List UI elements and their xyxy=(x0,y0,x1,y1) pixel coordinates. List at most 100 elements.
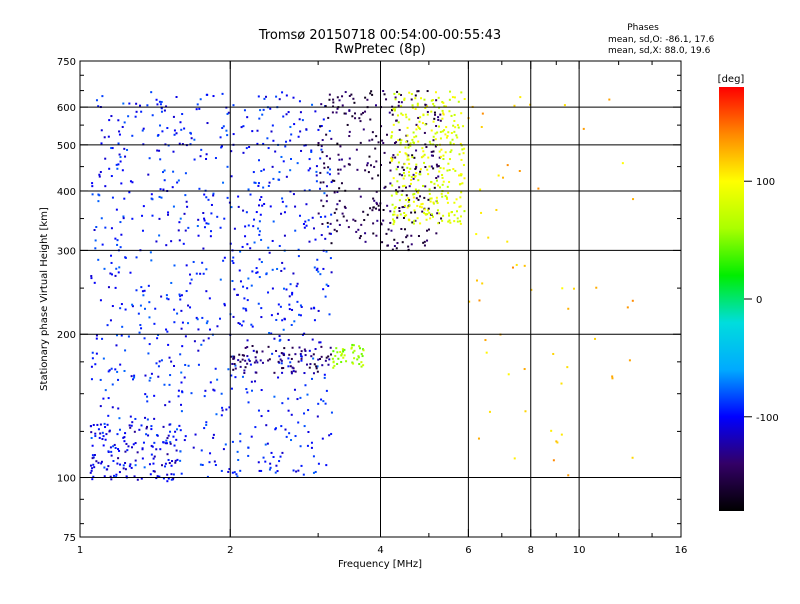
echo-point xyxy=(197,234,200,237)
echo-point xyxy=(452,168,455,171)
echo-point xyxy=(397,121,400,124)
echo-point xyxy=(168,423,171,426)
echo-point xyxy=(307,409,310,412)
echo-point xyxy=(320,199,323,202)
echo-point xyxy=(329,353,332,356)
echo-point xyxy=(298,346,301,349)
echo-point xyxy=(319,157,322,160)
echo-point xyxy=(315,174,318,177)
echo-point xyxy=(179,295,182,298)
echo-point xyxy=(432,150,435,153)
echo-point xyxy=(555,440,558,443)
echo-point xyxy=(128,424,131,427)
echo-point xyxy=(117,163,120,166)
echo-point xyxy=(139,304,142,307)
echo-point xyxy=(260,170,263,173)
echo-point xyxy=(413,209,416,212)
echo-point xyxy=(319,215,322,218)
echo-point xyxy=(155,240,158,243)
echo-point xyxy=(303,144,306,147)
echo-point xyxy=(129,463,132,466)
echo-point xyxy=(149,473,152,476)
echo-point xyxy=(369,118,372,121)
echo-point xyxy=(94,247,97,250)
echo-point xyxy=(303,425,306,428)
echo-point xyxy=(422,241,425,244)
echo-point xyxy=(312,455,315,458)
echo-point xyxy=(175,96,178,99)
echo-point xyxy=(460,91,463,94)
echo-point xyxy=(434,145,437,148)
echo-point xyxy=(202,247,205,250)
echo-point xyxy=(264,460,267,463)
echo-point xyxy=(281,261,284,264)
echo-point xyxy=(90,275,93,278)
echo-point xyxy=(158,217,161,220)
echo-point xyxy=(258,469,261,472)
echo-point xyxy=(320,234,323,237)
echo-point xyxy=(389,161,392,164)
echo-point xyxy=(134,442,137,445)
echo-point xyxy=(372,206,375,209)
echo-point xyxy=(428,140,431,143)
echo-point xyxy=(167,434,170,437)
chart-title: Tromsø 20150718 00:54:00-00:55:43 xyxy=(258,28,501,43)
echo-point xyxy=(212,433,215,436)
echo-point xyxy=(239,280,242,283)
echo-point xyxy=(95,352,98,355)
echo-point xyxy=(261,204,264,207)
echo-point xyxy=(180,371,183,374)
echo-point xyxy=(320,145,323,148)
echo-point xyxy=(99,170,102,173)
echo-point xyxy=(396,90,399,93)
echo-point xyxy=(268,358,271,361)
echo-point xyxy=(221,92,224,95)
echo-point xyxy=(352,97,355,100)
echo-point xyxy=(409,182,412,185)
echo-point xyxy=(241,245,244,248)
echo-point xyxy=(382,90,385,93)
echo-point xyxy=(152,457,155,460)
echo-point xyxy=(287,338,290,341)
echo-point xyxy=(297,360,300,363)
echo-point xyxy=(233,355,236,358)
echo-point xyxy=(107,450,110,453)
echo-point xyxy=(110,478,113,481)
echo-point xyxy=(369,207,372,210)
echo-point xyxy=(281,197,284,200)
echo-point xyxy=(291,291,294,294)
echo-point xyxy=(276,312,279,315)
echo-point xyxy=(143,289,146,292)
echo-point xyxy=(246,243,249,246)
echo-point xyxy=(297,421,300,424)
echo-point xyxy=(176,312,179,315)
echo-point xyxy=(168,383,171,386)
echo-point xyxy=(205,423,208,426)
echo-point xyxy=(307,169,310,172)
echo-point xyxy=(395,189,398,192)
echo-point xyxy=(344,112,347,115)
echo-point xyxy=(117,407,120,410)
echo-point xyxy=(173,308,176,311)
echo-point xyxy=(433,182,436,185)
echo-point xyxy=(405,194,408,197)
echo-point xyxy=(155,477,158,480)
echo-point xyxy=(446,169,449,172)
echo-point xyxy=(421,210,424,213)
echo-point xyxy=(337,357,340,360)
echo-point xyxy=(105,433,108,436)
echo-point xyxy=(166,330,169,333)
echo-point xyxy=(375,160,378,163)
echo-point xyxy=(180,309,183,312)
echo-point xyxy=(372,222,375,225)
echo-point xyxy=(275,349,278,352)
echo-point xyxy=(236,293,239,296)
echo-point xyxy=(305,128,308,131)
echo-point xyxy=(189,282,192,285)
x-tick-label: 6 xyxy=(465,545,471,556)
echo-point xyxy=(329,232,332,235)
echo-point xyxy=(283,267,286,270)
echo-point xyxy=(338,187,341,190)
echo-point xyxy=(375,234,378,237)
echo-point xyxy=(166,127,169,130)
